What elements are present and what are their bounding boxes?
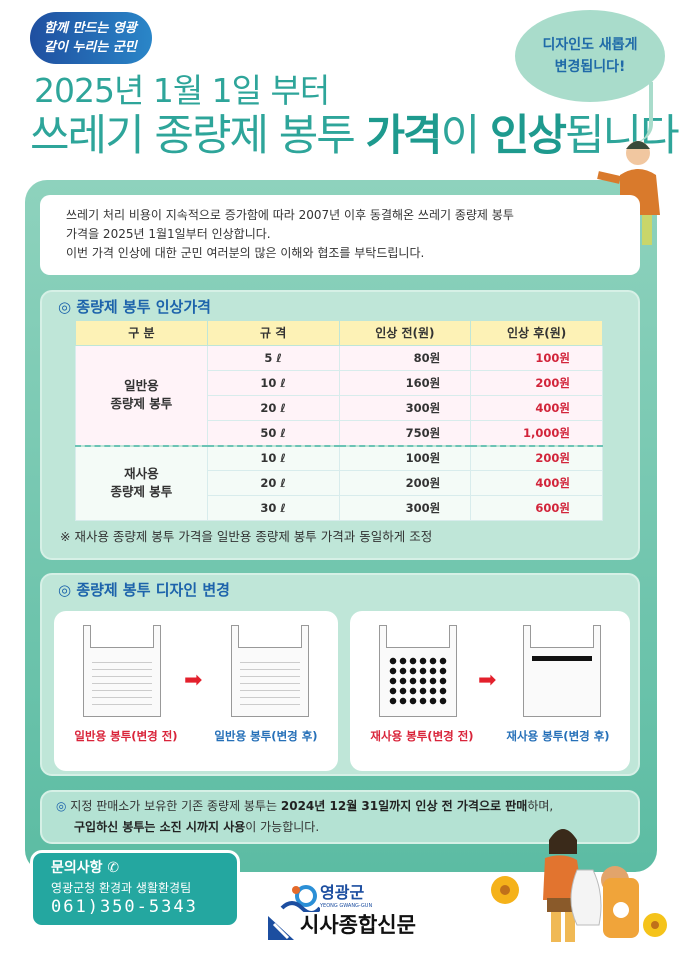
intro-line: 이번 가격 인상에 대한 군민 여러분의 많은 이해와 협조를 부탁드립니다. xyxy=(66,246,425,260)
table-row: 20 ℓ 200원 400원 xyxy=(76,470,603,496)
bag-new-reusable-icon xyxy=(523,625,601,717)
contact-department: 영광군청 환경과 생활환경팀 xyxy=(51,881,192,895)
column-header: 인상 후(원) xyxy=(470,320,603,346)
column-header: 구 분 xyxy=(75,320,208,346)
publisher-name: 시사종합신문 xyxy=(300,913,416,937)
bag-caption: 재사용 봉투(변경 후) xyxy=(506,729,610,743)
woman-recycling-illustration-icon xyxy=(491,829,667,942)
table-row: 재사용 종량제 봉투 10 ℓ 100원 200원 xyxy=(75,444,603,521)
category-cell: 재사용 종량제 봉투 xyxy=(75,444,208,521)
intro-line: 가격을 2025년 1월1일부터 인상합니다. xyxy=(66,227,271,241)
headline-part: 이 xyxy=(440,111,490,161)
caption-row: 일반용 봉투(변경 전) 일반용 봉투(변경 후) xyxy=(58,729,334,744)
notice-emphasis: 2024년 12월 31일까지 인상 전 가격으로 판매 xyxy=(280,799,528,813)
county-logo-text: 영광군 xyxy=(320,883,365,902)
category-cell: 일반용 종량제 봉투 xyxy=(75,345,208,446)
column-header: 인상 전(원) xyxy=(338,320,472,346)
notice-text: 지정 판매소가 보유한 기존 종량제 봉투는 xyxy=(70,799,281,813)
slogan-line: 같이 누리는 군민 xyxy=(44,40,137,55)
county-logo-roman: YEONG GWANG-GUN xyxy=(320,903,373,909)
intro-box: 쓰레기 처리 비용이 지속적으로 증가함에 따라 2007년 이후 동결해온 쓰… xyxy=(40,195,640,275)
design-section: 종량제 봉투 디자인 변경 ➡ 일반용 봉투(변경 전) 일반용 봉투(변경 후… xyxy=(40,573,640,776)
caption-row: 재사용 봉투(변경 전) 재사용 봉투(변경 후) xyxy=(354,729,626,744)
table-row: 10 ℓ 160원 200원 xyxy=(76,370,603,396)
headline-date: 2025년 1월 1일 부터 xyxy=(34,71,330,110)
bag-old-reusable-icon xyxy=(379,625,457,717)
phone-icon: ✆ xyxy=(107,860,120,876)
arrow-right-icon: ➡ xyxy=(478,668,497,693)
intro-line: 쓰레기 처리 비용이 지속적으로 증가함에 따라 2007년 이후 동결해온 쓰… xyxy=(66,208,514,222)
county-logo-icon xyxy=(280,885,320,912)
bag-caption: 재사용 봉투(변경 전) xyxy=(370,729,474,743)
footnote: ※ 재사용 종량제 봉투 가격을 일반용 종량제 봉투 가격과 동일하게 조정 xyxy=(60,529,433,544)
slogan-line: 함께 만드는 영광 xyxy=(44,21,137,36)
bag-new-general-icon xyxy=(231,625,309,717)
price-section: 종량제 봉투 인상가격 구 분규 격인상 전(원)인상 후(원) 일반용종량제 … xyxy=(40,290,640,560)
bubble-line: 디자인도 새롭게 xyxy=(542,37,638,53)
table-row: 일반용 종량제 봉투 5 ℓ 80원 100원 xyxy=(75,345,603,446)
contact-box: 문의사항 ✆ 영광군청 환경과 생활환경팀 061)350-5343 xyxy=(30,850,240,928)
general-bag-card: ➡ 일반용 봉투(변경 전) 일반용 봉투(변경 후) xyxy=(54,611,338,771)
table-row: 20 ℓ 300원 400원 xyxy=(76,395,603,421)
contact-phone: 061)350-5343 xyxy=(51,897,198,917)
bag-old-general-icon xyxy=(83,625,161,717)
bag-caption: 일반용 봉투(변경 후) xyxy=(214,729,318,743)
bullet-icon: ◎ xyxy=(56,799,71,813)
headline-part: 됩니다 xyxy=(564,111,680,161)
bag-caption: 일반용 봉투(변경 전) xyxy=(74,729,178,743)
contact-title: 문의사항 xyxy=(51,860,103,876)
arrow-right-icon: ➡ xyxy=(184,668,203,693)
notice-text: 하며, xyxy=(527,799,554,813)
headline-main: 쓰레기 종량제 봉투 가격이 인상됩니다 xyxy=(30,111,680,161)
reusable-bag-card: ➡ 재사용 봉투(변경 전) 재사용 봉투(변경 후) xyxy=(350,611,630,771)
section-title: 종량제 봉투 인상가격 xyxy=(58,298,211,316)
bubble-line: 변경됩니다! xyxy=(554,59,626,75)
headline-part: 쓰레기 종량제 봉투 xyxy=(30,111,366,161)
headline-emphasis: 인상 xyxy=(489,111,567,161)
table-row: 30 ℓ 300원 600원 xyxy=(76,495,603,521)
headline-emphasis: 가격 xyxy=(365,111,443,161)
section-title: 종량제 봉투 디자인 변경 xyxy=(58,581,230,599)
notice-box: ◎ 지정 판매소가 보유한 기존 종량제 봉투는 2024년 12월 31일까지… xyxy=(40,790,640,844)
notice-emphasis: 구입하신 봉투는 소진 시까지 사용 xyxy=(74,820,246,834)
notice-text: 이 가능합니다. xyxy=(245,820,320,834)
publisher-logo-icon xyxy=(268,916,294,940)
table-row: 50 ℓ 750원 1,000원 xyxy=(76,420,603,446)
column-header: 규 격 xyxy=(206,320,340,346)
